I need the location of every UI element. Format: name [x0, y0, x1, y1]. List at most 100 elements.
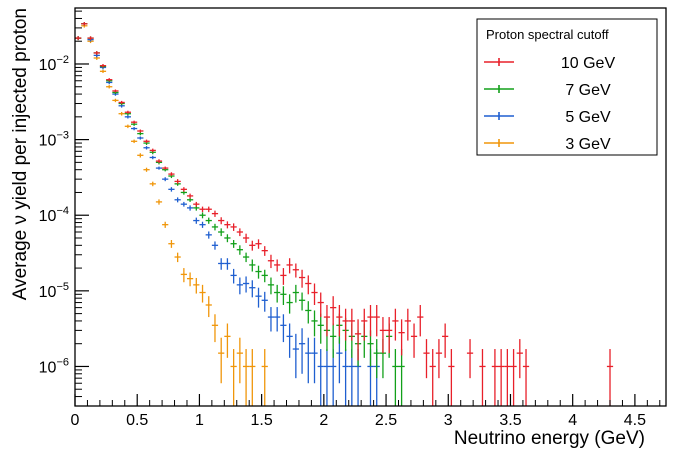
data-point: [379, 317, 387, 354]
data-point: [410, 323, 418, 358]
data-point: [317, 313, 324, 344]
data-point: [386, 317, 393, 354]
data-point: [162, 177, 169, 182]
data-point: [249, 259, 256, 272]
data-point: [398, 319, 405, 356]
data-point: [236, 277, 243, 295]
data-point: [510, 349, 517, 406]
data-point: [205, 206, 212, 213]
data-point: [342, 349, 349, 406]
data-point: [75, 36, 82, 41]
data-point: [516, 339, 523, 379]
data-point: [155, 166, 163, 170]
data-point: [330, 349, 337, 406]
data-point: [317, 292, 324, 318]
data-point: [130, 126, 138, 131]
legend-entries: 10 GeV 7 GeV 5 GeV 3 GeV: [484, 55, 615, 153]
legend-label: 10 GeV: [561, 55, 616, 72]
data-point: [130, 120, 138, 124]
data-point: [280, 286, 287, 305]
data-point: [118, 100, 125, 105]
data-point: [218, 337, 225, 384]
data-point: [298, 328, 306, 374]
data-point: [236, 228, 243, 237]
data-point: [168, 240, 175, 248]
y-tick-label: 10−6: [39, 356, 69, 376]
legend-entry: 10 GeV: [484, 55, 615, 72]
data-point: [286, 323, 293, 358]
data-point: [286, 258, 293, 274]
data-point: [211, 241, 219, 250]
data-point: [280, 268, 287, 285]
x-tick-label: 2.5: [375, 412, 397, 429]
x-tick-label: 4: [568, 412, 577, 429]
data-point: [230, 349, 237, 406]
data-point: [311, 283, 318, 305]
data-point: [112, 89, 119, 93]
x-tick-label: 1.5: [251, 412, 273, 429]
data-point: [373, 339, 380, 379]
data-point: [211, 223, 219, 231]
data-point: [186, 205, 194, 211]
data-point: [130, 139, 138, 144]
y-tick-label: 10−3: [39, 130, 69, 150]
data-point: [168, 172, 175, 177]
data-point: [211, 314, 219, 343]
data-point: [224, 258, 231, 270]
data-point: [93, 51, 100, 55]
data-point: [348, 308, 355, 341]
data-point: [242, 349, 250, 406]
y-tick-label: 10−5: [39, 281, 69, 301]
legend-label: 3 GeV: [565, 136, 611, 153]
legend-label: 5 GeV: [565, 109, 611, 126]
data-point: [336, 337, 343, 384]
data-point: [205, 296, 212, 318]
data-point: [199, 284, 206, 303]
data-point: [267, 307, 275, 332]
data-point: [124, 124, 131, 129]
data-point: [81, 22, 88, 26]
data-point: [124, 115, 131, 119]
data-point: [261, 349, 268, 406]
data-point: [155, 159, 163, 164]
data-point: [236, 337, 243, 384]
x-tick-label: 0: [71, 412, 80, 429]
data-point: [112, 98, 119, 103]
data-point: [330, 323, 337, 358]
data-point: [180, 268, 187, 283]
data-point: [137, 129, 144, 133]
data-point: [367, 330, 374, 367]
data-point: [298, 269, 306, 288]
data-point: [149, 148, 156, 153]
data-point: [99, 63, 107, 68]
data-point: [348, 349, 355, 406]
data-point: [224, 323, 231, 358]
data-point: [404, 308, 411, 341]
legend-label: 7 GeV: [565, 82, 611, 99]
data-point: [106, 78, 113, 82]
y-axis-title: Average ν yield per injected proton: [10, 8, 31, 300]
data-point: [305, 337, 312, 384]
data-point: [230, 240, 237, 248]
x-tick-label: 4.5: [624, 412, 646, 429]
legend-entry: 5 GeV: [484, 109, 611, 126]
data-point: [255, 287, 262, 308]
data-point: [155, 199, 163, 205]
legend-entry: 3 GeV: [484, 136, 611, 153]
data-point: [305, 301, 312, 324]
data-point: [249, 280, 256, 298]
data-point: [280, 314, 287, 343]
data-point: [292, 333, 299, 379]
data-point: [429, 349, 436, 406]
data-point: [99, 69, 107, 73]
data-point: [373, 304, 380, 337]
data-point: [211, 210, 219, 217]
x-tick-label: 2: [319, 412, 328, 429]
data-point: [354, 319, 362, 361]
data-point: [87, 36, 94, 40]
x-tick-label: 0.5: [126, 412, 148, 429]
legend-box: [476, 18, 658, 156]
data-point: [218, 258, 225, 270]
data-point: [149, 181, 156, 187]
data-point: [218, 228, 225, 237]
